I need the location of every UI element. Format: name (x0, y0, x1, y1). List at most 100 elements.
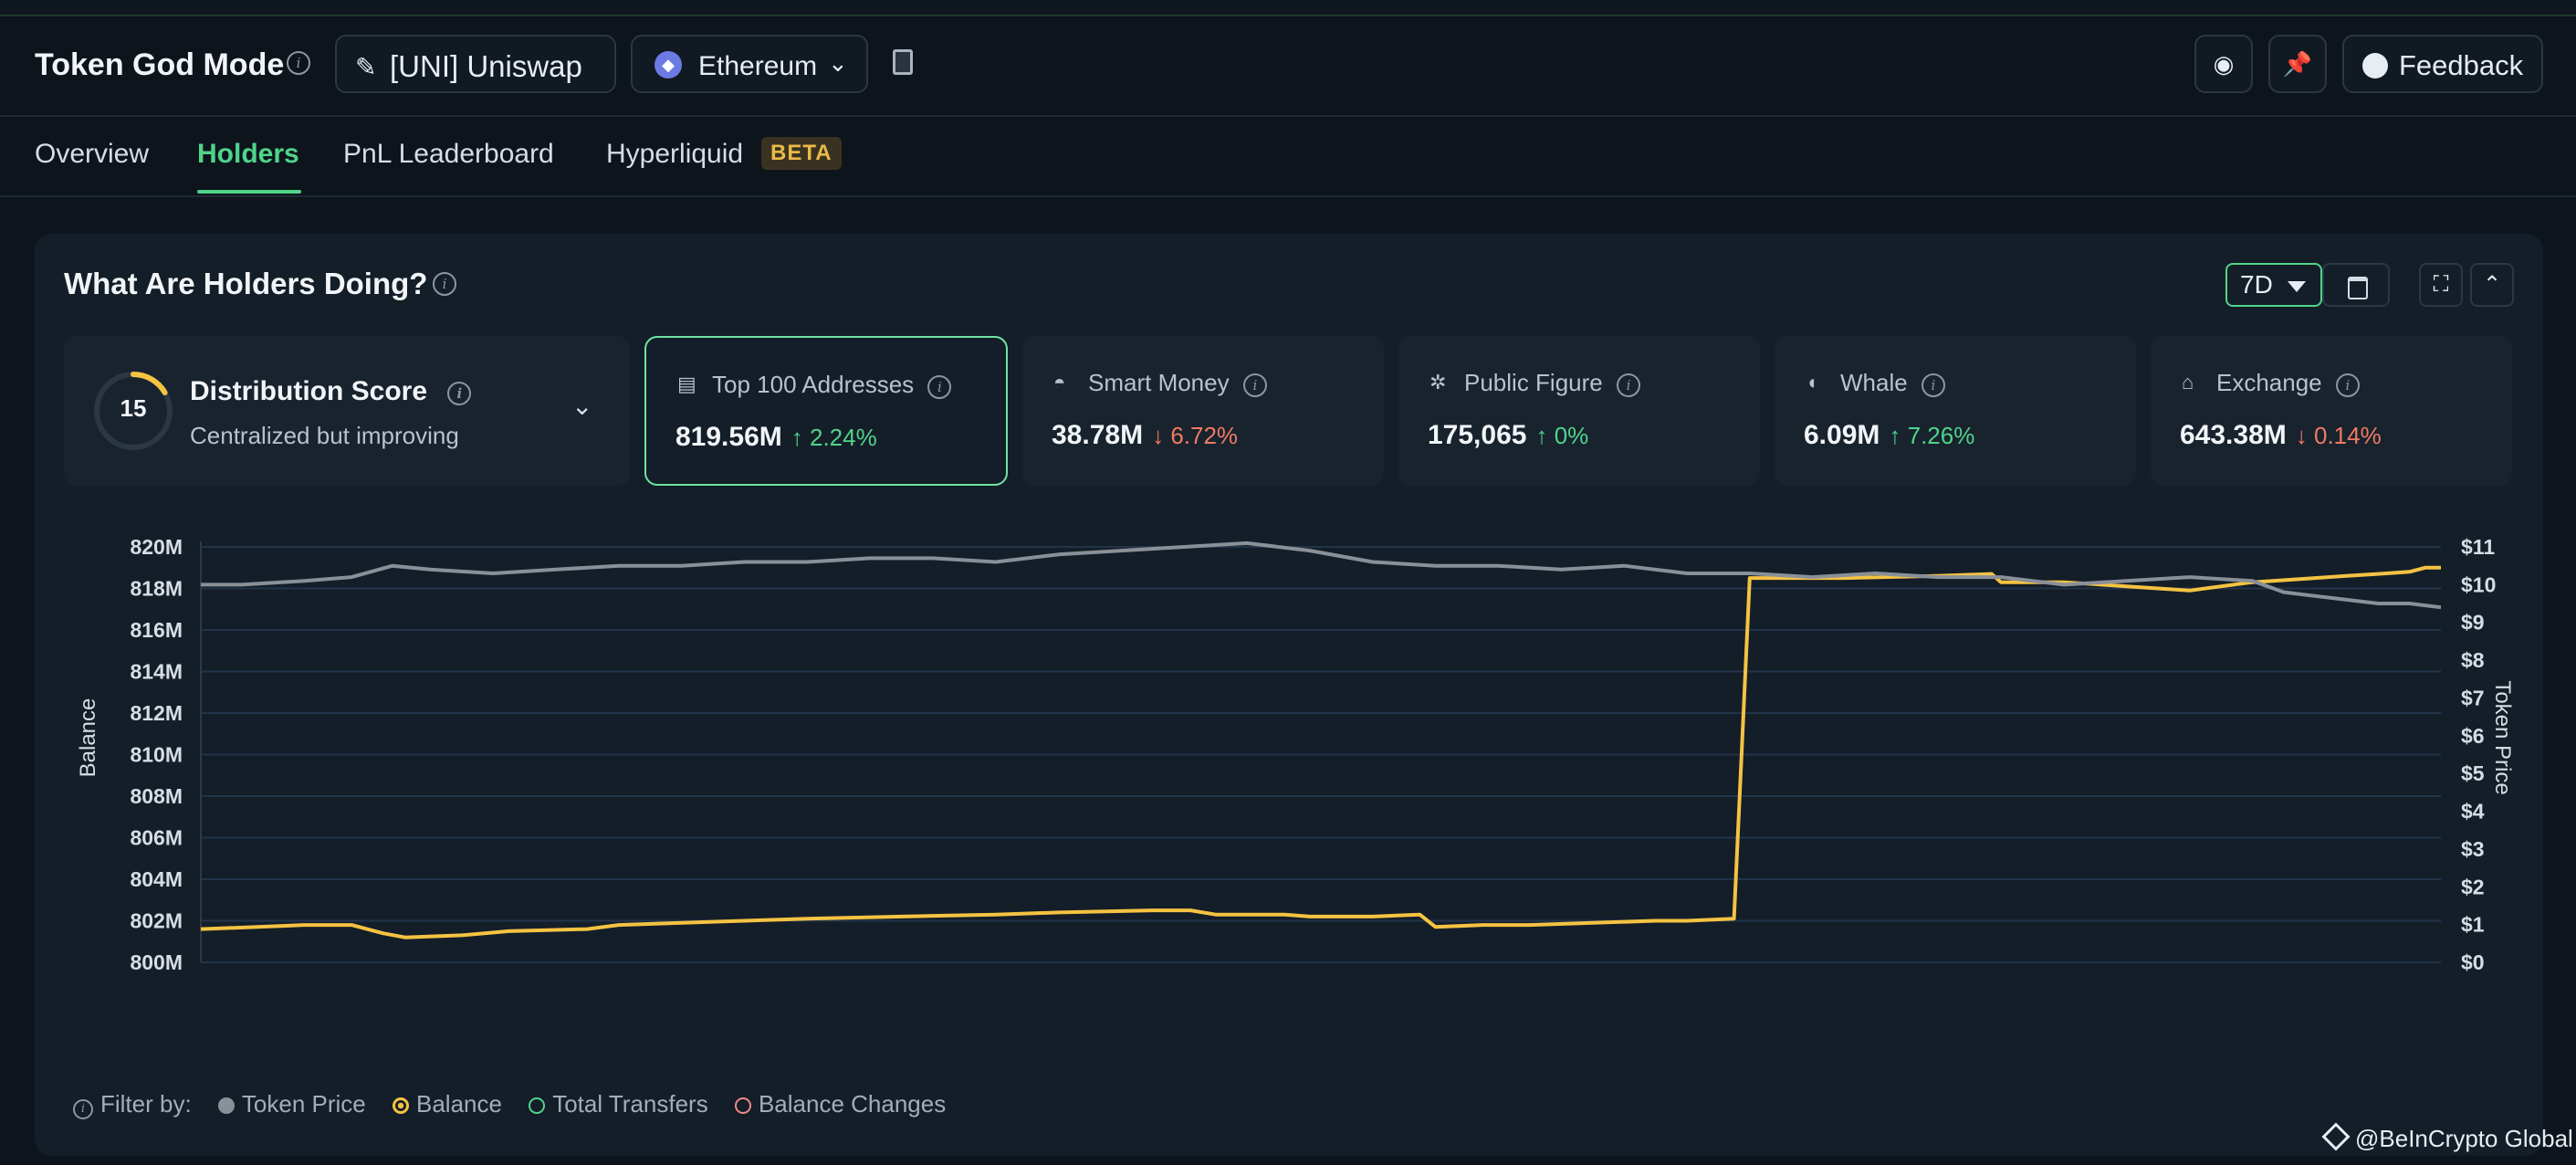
page-title: Token God Mode (35, 47, 285, 82)
tab-hyperliquid[interactable]: Hyperliquid (606, 139, 744, 169)
info-icon[interactable]: i (1921, 373, 1945, 397)
calendar-icon (2348, 277, 2368, 299)
eye-icon: ◉ (2213, 50, 2235, 78)
chain-dropdown[interactable]: ◆ Ethereum ⌄ (631, 35, 868, 93)
chat-bubble-icon (2362, 53, 2388, 79)
x-tick-label: 26 Jul (401, 981, 460, 982)
watch-button[interactable]: ◉ (2194, 35, 2253, 93)
pin-button[interactable]: 📌 (2268, 35, 2327, 93)
x-tick-label: 31 Jul (1972, 981, 2031, 982)
bank-icon: ⌂ (2182, 371, 2194, 394)
chevron-down-icon: ⌄ (828, 49, 848, 77)
pencil-icon: ✎ (355, 53, 377, 81)
feedback-button[interactable]: Feedback (2342, 35, 2543, 93)
token-price-series-line (201, 541, 2442, 610)
legend-dot (393, 1097, 409, 1114)
stat-exchange[interactable]: ⌂ Exchange i 643.38M ↓ 0.14% (2151, 336, 2512, 486)
chart-lines (200, 541, 2442, 939)
copy-icon[interactable] (893, 49, 913, 75)
binance-icon (2321, 1122, 2351, 1151)
y-axis-ticks: 800M 802M 804M 806M 808M 810M 812M 814M 816M 818M… (130, 535, 183, 974)
date-picker-button[interactable] (2322, 263, 2390, 307)
y2-tick-label: $5 (2461, 761, 2485, 785)
distribution-score-value: 15 (120, 394, 147, 422)
tab-holders[interactable]: Holders (197, 139, 299, 169)
balance-series-line (200, 565, 2441, 939)
feedback-label: Feedback (2399, 49, 2524, 81)
tab-pnl-leaderboard[interactable]: PnL Leaderboard (343, 139, 554, 169)
stat-change: ↑ 0% (1535, 422, 1589, 449)
watermark: @BeInCrypto Global (2321, 1122, 2573, 1153)
y2-tick-label: $7 (2461, 686, 2485, 709)
stat-label: Smart Money i (1088, 369, 1267, 397)
y-tick-label: 818M (130, 577, 183, 601)
stat-change: ↓ 6.72% (1152, 422, 1239, 449)
info-icon[interactable]: i (287, 51, 310, 75)
x-tick-label: 27 Jul (715, 981, 774, 982)
chain-label: Ethereum (698, 51, 818, 81)
stat-change: ↓ 0.14% (2295, 422, 2382, 449)
info-icon[interactable]: i (1242, 373, 1267, 397)
y2-axis-label: Token Price (2490, 680, 2515, 794)
cash-icon: ▤ (677, 373, 696, 395)
public-figure-icon: ✲ (1429, 371, 1447, 394)
score-ring (94, 372, 173, 450)
legend-dot (217, 1097, 235, 1114)
period-dropdown[interactable]: 7D (2225, 263, 2322, 307)
period-label: 7D (2240, 270, 2273, 299)
chart-legend: i Filter by: Token Price Balance Total Tr… (73, 1090, 966, 1119)
fullscreen-button[interactable]: ⛶ (2419, 263, 2463, 307)
y2-tick-label: $9 (2461, 611, 2485, 635)
stat-top-100[interactable]: ▤ Top 100 Addresses i 819.56M ↑ 2.24% (644, 336, 1008, 486)
stat-public-figure[interactable]: ✲ Public Figure i 175,065 ↑ 0% (1398, 336, 1760, 486)
y-tick-label: 802M (130, 909, 183, 933)
expand-icon: ⛶ (2433, 272, 2449, 297)
stat-change: ↑ 2.24% (791, 424, 877, 451)
y2-tick-label: $11 (2461, 535, 2495, 559)
token-selector[interactable]: ✎ [UNI] Uniswap (335, 35, 616, 93)
info-icon[interactable]: i (433, 272, 456, 296)
info-icon[interactable]: i (447, 382, 472, 405)
chevron-down-icon[interactable]: ⌄ (571, 392, 593, 420)
legend-item-balance-changes[interactable]: Balance Changes (734, 1090, 946, 1118)
card-title: What Are Holders Doing? (64, 267, 428, 300)
y-tick-label: 820M (130, 535, 183, 559)
stat-smart-money[interactable]: ◓ Smart Money i 38.78M ↓ 6.72% (1022, 336, 1384, 486)
info-icon[interactable]: i (2335, 373, 2360, 397)
y-tick-label: 814M (130, 660, 183, 684)
stat-value: 643.38M ↓ 0.14% (2180, 420, 2382, 450)
info-icon[interactable]: i (73, 1099, 93, 1119)
caret-down-icon (2288, 281, 2306, 292)
info-icon[interactable]: i (1616, 373, 1640, 397)
stat-label: Exchange i (2216, 369, 2360, 397)
active-tab-indicator (197, 190, 301, 194)
holders-card: What Are Holders Doing? i 7D ⛶ ⌃ 15 Dist… (35, 234, 2543, 1156)
legend-filter-label: i Filter by: (73, 1090, 192, 1119)
x-tick-label: 30 Jul (1657, 981, 1716, 982)
stat-whale[interactable]: ◖ Whale i 6.09M ↑ 7.26% (1775, 336, 2136, 486)
y2-tick-label: $6 (2461, 724, 2485, 748)
legend-dot (734, 1097, 751, 1114)
legend-item-total-transfers[interactable]: Total Transfers (529, 1090, 708, 1118)
y2-tick-label: $8 (2461, 648, 2485, 672)
whale-icon: ◖ (1806, 371, 1818, 394)
holders-chart[interactable]: 800M 802M 804M 806M 808M 810M 812M 814M 816M 818M… (35, 508, 2543, 982)
pin-icon: 📌 (2282, 50, 2313, 78)
y2-tick-label: $2 (2461, 875, 2485, 898)
y-axis-label: Balance (76, 698, 100, 778)
info-icon[interactable]: i (927, 375, 952, 399)
distribution-score-panel[interactable]: 15 Distribution Score i Centralized but … (64, 336, 630, 486)
y-tick-label: 810M (130, 743, 183, 767)
legend-dot (529, 1097, 546, 1114)
collapse-button[interactable]: ⌃ (2470, 263, 2514, 307)
legend-item-token-price[interactable]: Token Price (217, 1090, 366, 1118)
y2-tick-label: $1 (2461, 913, 2485, 937)
stat-change: ↑ 7.26% (1889, 422, 1975, 449)
tab-bar: Overview Holders PnL Leaderboard Hyperli… (0, 117, 2576, 197)
y2-tick-label: $3 (2461, 837, 2485, 861)
legend-item-balance[interactable]: Balance (393, 1090, 502, 1118)
y2-axis-ticks: $0 $1 $2 $3 $4 $5 $6 $7 $8 $9 $10 $11 (2461, 535, 2496, 974)
y-tick-label: 806M (130, 826, 183, 850)
x-axis-ticks: 26 Jul 27 Jul 28 Jul 29 Jul 30 Jul 31 Jul 1 Au… (401, 981, 2344, 982)
tab-overview[interactable]: Overview (35, 139, 150, 169)
